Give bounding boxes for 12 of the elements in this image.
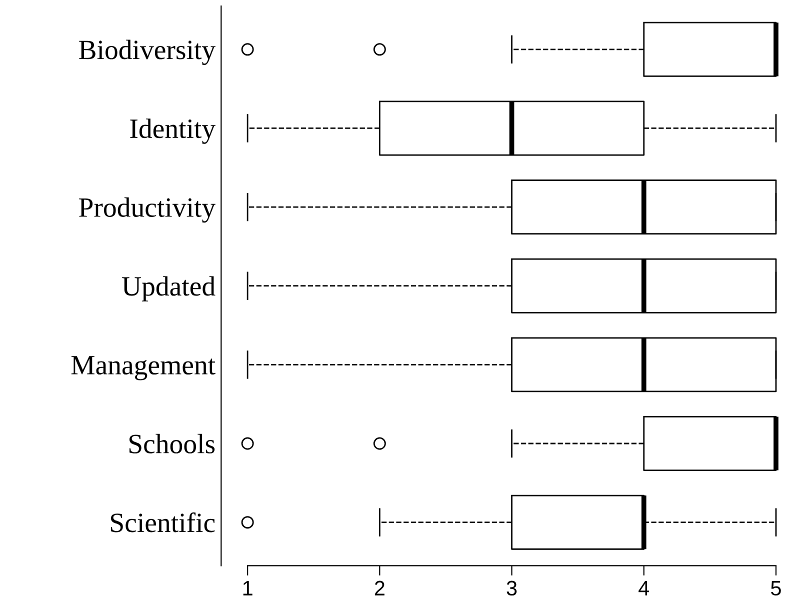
x-tick-label: 2	[374, 580, 384, 596]
x-tick-label: 3	[506, 580, 517, 596]
x-tick-label: 1	[243, 581, 252, 596]
x-tick-label: 5	[771, 581, 781, 596]
y-tick-label: Productivity	[79, 197, 216, 223]
y-tick-label: Identity	[130, 118, 216, 144]
y-tick-label: Schools	[129, 434, 215, 454]
x-tick-label: 4	[638, 581, 650, 596]
y-tick-label: Biodiversity	[79, 40, 216, 66]
y-tick-label: Management	[71, 356, 216, 380]
y-tick-label: Updated	[122, 276, 216, 302]
y-tick-label: Scientific	[111, 512, 215, 532]
